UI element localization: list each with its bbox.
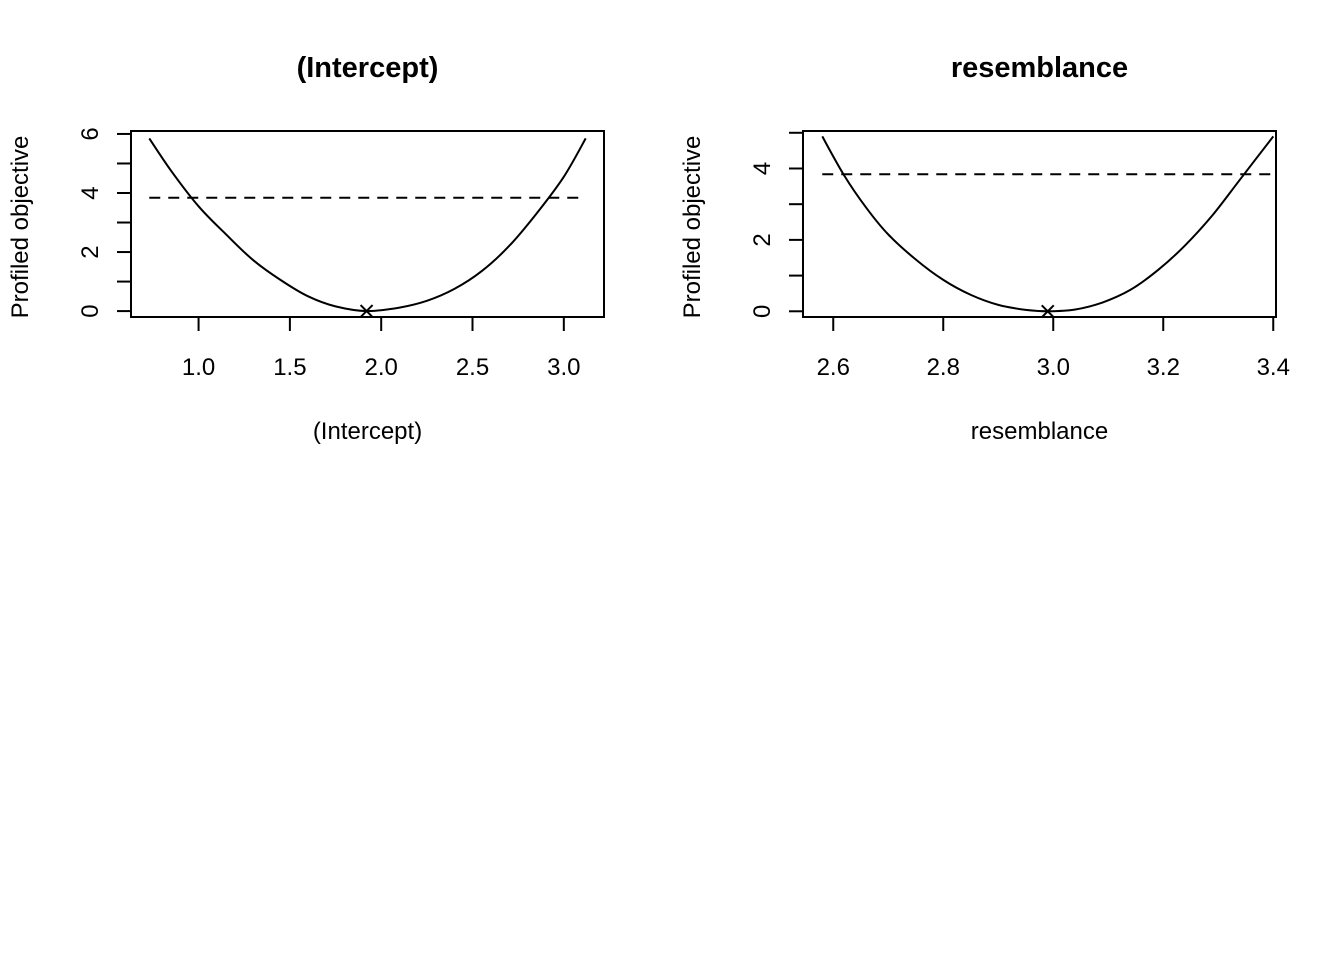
y-axis-label: Profiled objective [679,136,706,319]
profile-curve [148,137,587,313]
x-tick-label: 3.0 [547,354,580,381]
x-axis-label: resemblance [971,418,1108,445]
x-axis-label: (Intercept) [313,418,422,445]
chart-title: resemblance [951,52,1128,84]
x-tick-label: 3.2 [1147,354,1180,381]
x-tick-label: 2.6 [817,354,850,381]
marker-stroke [1041,304,1055,318]
x-tick-label: 3.0 [1037,354,1070,381]
y-tick-label: 2 [749,233,776,246]
plot-frame [130,130,605,318]
minimum-marker [359,304,374,318]
minimum-marker [1041,304,1055,318]
x-tick-label: 3.4 [1257,354,1290,381]
y-tick-label: 0 [749,305,776,318]
panel-1: (Intercept) 1.0 1.5 2.0 2.5 3.0 0 2 4 6 (Intercept… [7,52,605,445]
marker-stroke [359,304,374,318]
x-tick-label: 2.5 [456,354,489,381]
profile-curve [821,135,1275,313]
x-tick-label: 2.0 [365,354,398,381]
y-tick-label: 4 [749,162,776,175]
x-tick-label: 2.8 [927,354,960,381]
chart-title: (Intercept) [297,52,439,84]
y-tick-label: 2 [77,245,104,258]
y-tick-label: 4 [77,186,104,199]
y-axis-label: Profiled objective [7,136,34,319]
x-tick-label: 1.5 [273,354,306,381]
y-tick-label: 0 [77,304,104,317]
x-tick-label: 1.0 [182,354,215,381]
y-tick-label: 6 [77,127,104,140]
panel-2: resemblance 2.6 2.8 3.0 3.2 3.4 0 2 4 resemblance… [679,52,1290,445]
